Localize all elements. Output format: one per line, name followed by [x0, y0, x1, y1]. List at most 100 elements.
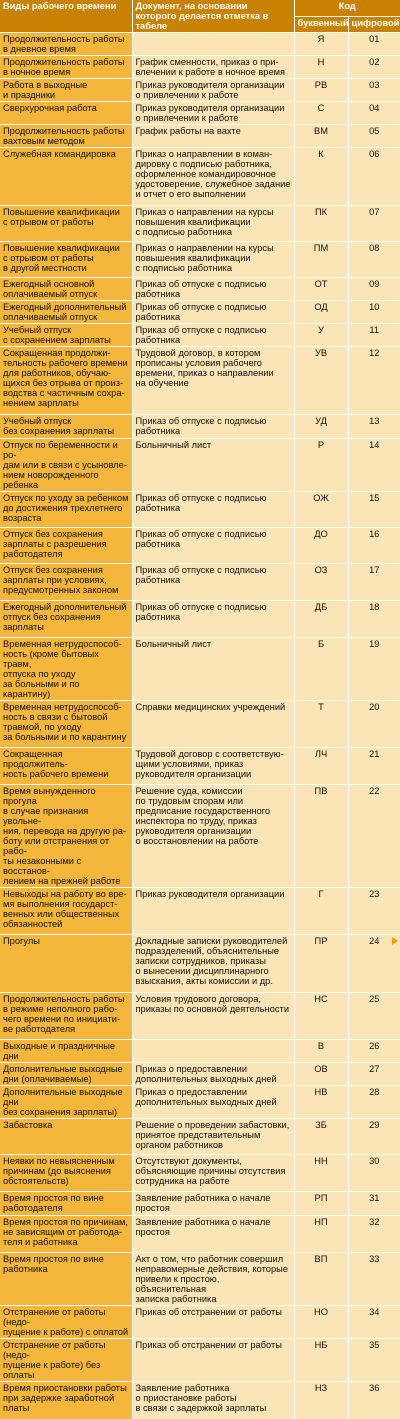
table-row: Неявки по невыясненным причинам (до выяс… [0, 1154, 400, 1192]
letter-code: ОД [294, 300, 349, 324]
letter-code: НС [294, 992, 349, 1040]
digit-code: 10 [348, 300, 400, 324]
table-row: Время простоя по вине работника Акт о том… [0, 1252, 400, 1306]
work-time-type: Неявки по невыясненным причинам (до выяс… [0, 1154, 133, 1192]
basis-document: Заявление работника о начале простоя [132, 1215, 295, 1253]
basis-document: Приказ руководителя организации [132, 887, 295, 935]
letter-code: ЛЧ [294, 747, 349, 785]
work-time-type: Продолжительность работы в ночное время [0, 55, 133, 79]
work-time-type: Время простоя по вине работника [0, 1252, 133, 1306]
work-time-type: Отпуск по беременности и ро- дам или в с… [0, 438, 133, 492]
basis-document: Приказ руководителя организации о привле… [132, 78, 295, 102]
digit-code: 11 [348, 323, 400, 347]
table-row: Временная нетрудоспособ- ность в связи с… [0, 700, 400, 748]
letter-code: ПМ [294, 241, 349, 278]
basis-document: Трудовой договор с соответствую- щими ус… [132, 747, 295, 785]
work-time-type: Ежегодный дополнительный отпуск без сохр… [0, 600, 133, 638]
basis-document: Заявление работника о приостановке работ… [132, 1381, 295, 1419]
basis-document: Приказ об отпуске с подписью работника [132, 491, 295, 528]
digit-code: 33 [348, 1252, 400, 1306]
letter-code: Г [294, 887, 349, 935]
digit-code: 16 [348, 527, 400, 564]
digit-code: 23 [348, 887, 400, 935]
letter-code: Р [294, 438, 349, 492]
work-time-type: Ежегодный основной оплачиваемый отпуск [0, 277, 133, 301]
basis-document: Акт о том, что работник совершил неправо… [132, 1252, 295, 1306]
work-time-type: Сокращенная продолжитель- ность рабочего… [0, 747, 133, 785]
work-time-type: Отстранение от работы (недо- пущение к р… [0, 1305, 133, 1339]
digit-code: 17 [348, 563, 400, 601]
work-time-type: Отстранение от работы (недо- пущение к р… [0, 1338, 133, 1382]
digit-code: 22 [348, 784, 400, 888]
basis-document: Приказ об отпуске с подписью работника [132, 600, 295, 638]
letter-code: ПР [294, 934, 349, 993]
basis-document: Решение о проведении забастовки, принято… [132, 1118, 295, 1155]
digit-code: 34 [348, 1305, 400, 1339]
basis-document: Приказ об отпуске с подписью работника [132, 527, 295, 564]
table-row: Время простоя по причинам, не зависящим … [0, 1215, 400, 1253]
letter-code: У [294, 323, 349, 347]
table-row: Отпуск по уходу за ребенком до достижени… [0, 491, 400, 528]
work-time-type: Отпуск без сохранения зарплаты при услов… [0, 563, 133, 601]
digit-code: 27 [348, 1062, 400, 1086]
work-time-type: Сокращенная продолжи- тельность рабочего… [0, 346, 133, 415]
letter-code: ВП [294, 1252, 349, 1306]
table-row: Повышение квалификации с отрывом от рабо… [0, 241, 400, 278]
basis-document: Приказ о предоставлении дополнительных в… [132, 1085, 295, 1119]
table-row: Время вынужденного прогула в случае приз… [0, 784, 400, 888]
digit-code: 24 [348, 934, 400, 993]
table-row: Продолжительность работы в режиме неполн… [0, 992, 400, 1040]
table-row: Повышение квалификации с отрывом от рабо… [0, 205, 400, 242]
basis-document: Трудовой договор, в котором прописаны ус… [132, 346, 295, 415]
basis-document: Приказ руководителя организации о привле… [132, 101, 295, 125]
table-row: Продолжительность работы в ночное время Г… [0, 55, 400, 79]
letter-code: НЗ [294, 1381, 349, 1419]
work-time-type: Отпуск по уходу за ребенком до достижени… [0, 491, 133, 528]
work-time-type: Время приостановки работы при задержке з… [0, 1381, 133, 1419]
digit-code: 02 [348, 55, 400, 79]
table-row: Невыходы на работу во вре- мя выполнения… [0, 887, 400, 935]
basis-document: Заявление работника о начале простоя [132, 1191, 295, 1216]
header-document: Документ, на основании которого делается… [132, 0, 295, 33]
letter-code: НВ [294, 1085, 349, 1119]
work-time-type: Забастовка [0, 1118, 133, 1155]
digit-code: 12 [348, 346, 400, 415]
table-row: Прогулы Докладные записки руководителей п… [0, 934, 400, 993]
work-time-type: Продолжительность работы в режиме неполн… [0, 992, 133, 1040]
letter-code: ОЖ [294, 491, 349, 528]
work-time-type: Временная нетрудоспособ- ность в связи с… [0, 700, 133, 748]
table-row: Продолжительность работы вахтовым методо… [0, 124, 400, 148]
basis-document: Приказ об отпуске с подписью работника [132, 414, 295, 439]
basis-document: Решение суда, комиссии по трудовым спора… [132, 784, 295, 888]
work-time-type: Невыходы на работу во вре- мя выполнения… [0, 887, 133, 935]
work-time-type: Время простоя по причинам, не зависящим … [0, 1215, 133, 1253]
basis-document [132, 32, 295, 56]
basis-document: Приказ об отпуске с подписью работника [132, 323, 295, 347]
letter-code: ДО [294, 527, 349, 564]
basis-document: Приказ об отстранении от работы [132, 1305, 295, 1339]
basis-document: Приказ об отпуске с подписью работника [132, 300, 295, 324]
work-time-type: Прогулы [0, 934, 133, 993]
digit-code: 08 [348, 241, 400, 278]
work-time-type: Временная нетрудоспособ- ность (кроме бы… [0, 637, 133, 701]
table-row: Дополнительные выходные дни (оплачиваемы… [0, 1062, 400, 1086]
table-row: Ежегодный дополнительный отпуск без сохр… [0, 600, 400, 638]
basis-document: Приказ об отпуске с подписью работника [132, 277, 295, 301]
basis-document: Отсутствуют документы, объясняющие причи… [132, 1154, 295, 1192]
letter-code: В [294, 1039, 349, 1063]
table-row: Отпуск по беременности и ро- дам или в с… [0, 438, 400, 492]
digit-code: 20 [348, 700, 400, 748]
basis-document: Приказ о направлении в коман- дировку с … [132, 147, 295, 206]
triangle-arrow-icon [392, 937, 398, 945]
table-row: Время приостановки работы при задержке з… [0, 1381, 400, 1419]
digit-code: 04 [348, 101, 400, 125]
table-row: Продолжительность работы в дневное время… [0, 32, 400, 56]
table-row: Отпуск без сохранения зарплаты с разреше… [0, 527, 400, 564]
digit-code: 21 [348, 747, 400, 785]
digit-code: 31 [348, 1191, 400, 1216]
work-time-type: Продолжительность работы в дневное время [0, 32, 133, 56]
work-time-type: Отпуск без сохранения зарплаты с разреше… [0, 527, 133, 564]
table-row: Время простоя по вине работодателя Заявле… [0, 1191, 400, 1216]
work-time-type: Время вынужденного прогула в случае приз… [0, 784, 133, 888]
